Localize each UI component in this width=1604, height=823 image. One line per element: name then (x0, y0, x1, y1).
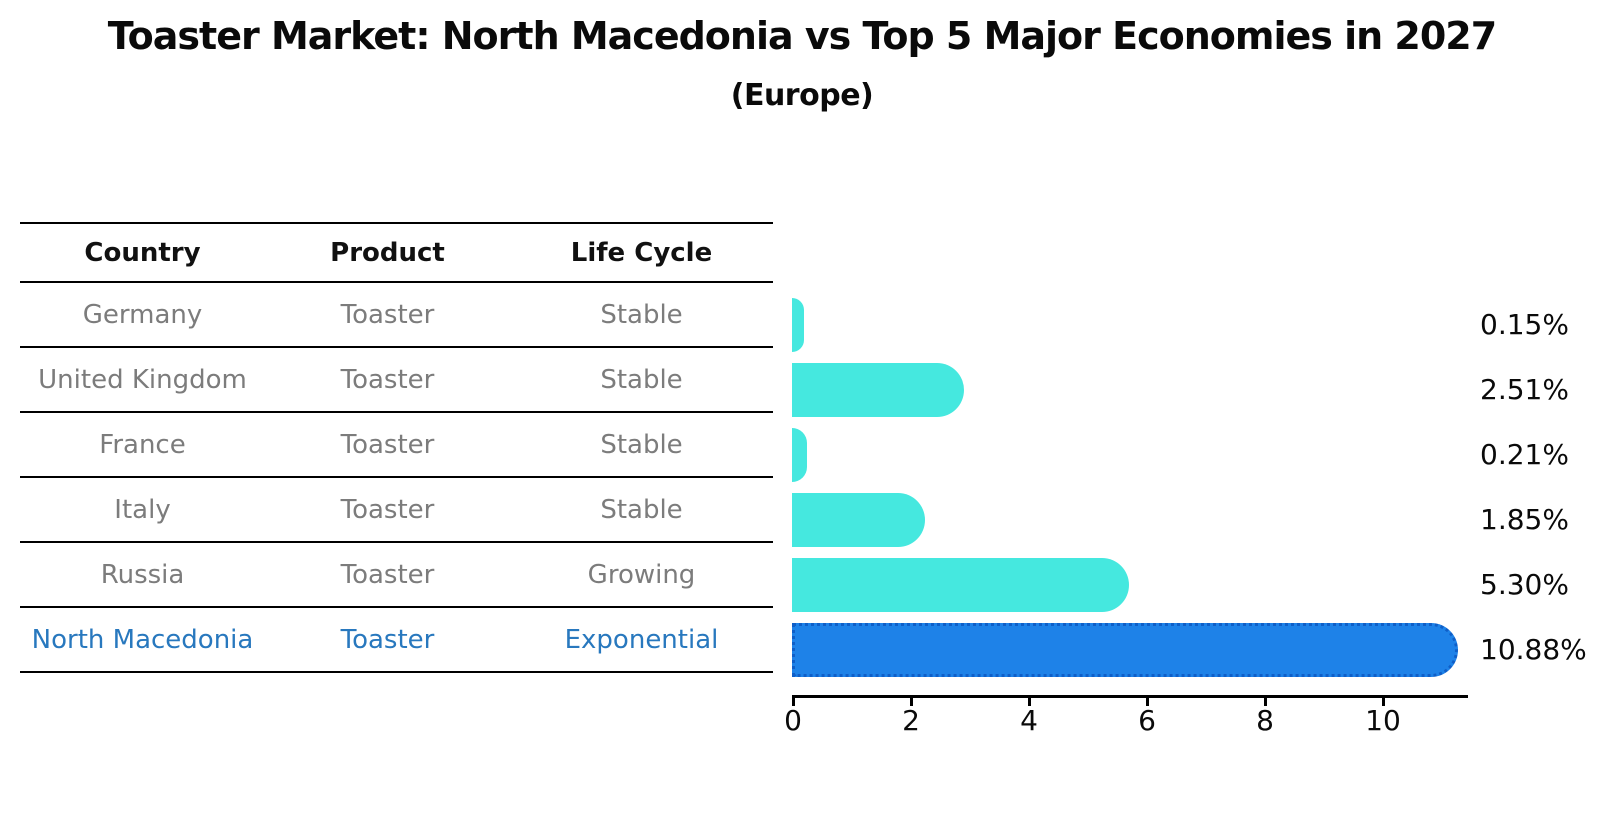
table-row: France Toaster Stable (20, 413, 773, 478)
table-row: Italy Toaster Stable (20, 478, 773, 543)
bar-value-label: 0.21% (1480, 438, 1569, 471)
table-header-row: Country Product Life Cycle (20, 222, 773, 283)
table-row: United Kingdom Toaster Stable (20, 348, 773, 413)
chart-title: Toaster Market: North Macedonia vs Top 5… (107, 14, 1497, 58)
table-cell-life-cycle: Exponential (564, 624, 719, 655)
bar-germany (792, 298, 804, 352)
bar-france (792, 428, 807, 482)
x-tick-mark (1264, 697, 1267, 706)
table-row: North Macedonia Toaster Exponential (20, 608, 773, 673)
table-cell-product: Toaster (340, 364, 435, 395)
x-tick-mark (910, 697, 913, 706)
table-cell-life-cycle: Stable (600, 429, 683, 460)
x-tick-mark (1382, 697, 1385, 706)
table-body: Germany Toaster Stable United Kingdom Toaste… (20, 283, 773, 673)
table-row: Germany Toaster Stable (20, 283, 773, 348)
table-cell-country: United Kingdom (38, 364, 247, 395)
x-tick-label: 4 (1020, 704, 1038, 737)
table-cell-product: Toaster (340, 494, 435, 525)
bar-italy (792, 493, 925, 547)
bar-russia (792, 558, 1129, 612)
table-cell-country: Italy (114, 494, 171, 525)
bar-value-label: 10.88% (1480, 633, 1587, 666)
table-cell-product: Toaster (340, 624, 435, 655)
table-cell-country: Germany (82, 299, 203, 330)
table-cell-product: Toaster (340, 429, 435, 460)
x-axis-line (792, 695, 1469, 698)
x-tick-mark (792, 697, 795, 706)
table-cell-life-cycle: Stable (600, 299, 683, 330)
bar-value-label: 0.15% (1480, 308, 1569, 341)
x-tick-label: 0 (784, 704, 802, 737)
x-tick-mark (1146, 697, 1149, 706)
bar-north-macedonia (792, 623, 1458, 677)
table-cell-life-cycle: Growing (587, 559, 696, 590)
table-cell-country: Russia (100, 559, 185, 590)
x-tick-label: 6 (1138, 704, 1156, 737)
bar-chart: 0.15% 2.51% 0.21% 1.85% 5.30% 10.88% 0 2 4 6 8 10 (784, 0, 1604, 823)
x-tick-label: 10 (1365, 704, 1401, 737)
x-tick-label: 8 (1256, 704, 1274, 737)
column-header-product: Product (330, 237, 445, 268)
bar-united-kingdom (792, 363, 964, 417)
table-cell-product: Toaster (340, 299, 435, 330)
table-cell-country: France (99, 429, 186, 460)
column-header-country: Country (84, 237, 201, 268)
table-cell-life-cycle: Stable (600, 364, 683, 395)
column-header-lifecycle: Life Cycle (570, 237, 713, 268)
table-cell-country: North Macedonia (31, 624, 254, 655)
table-row: Russia Toaster Growing (20, 543, 773, 608)
bar-value-label: 5.30% (1480, 568, 1569, 601)
bar-value-label: 1.85% (1480, 503, 1569, 536)
country-table: Country Product Life Cycle Germany Toaste… (20, 222, 773, 673)
chart-subtitle: (Europe) (730, 78, 874, 113)
x-tick-label: 2 (902, 704, 920, 737)
table-cell-product: Toaster (340, 559, 435, 590)
bar-value-label: 2.51% (1480, 373, 1569, 406)
x-tick-mark (1028, 697, 1031, 706)
table-cell-life-cycle: Stable (600, 494, 683, 525)
